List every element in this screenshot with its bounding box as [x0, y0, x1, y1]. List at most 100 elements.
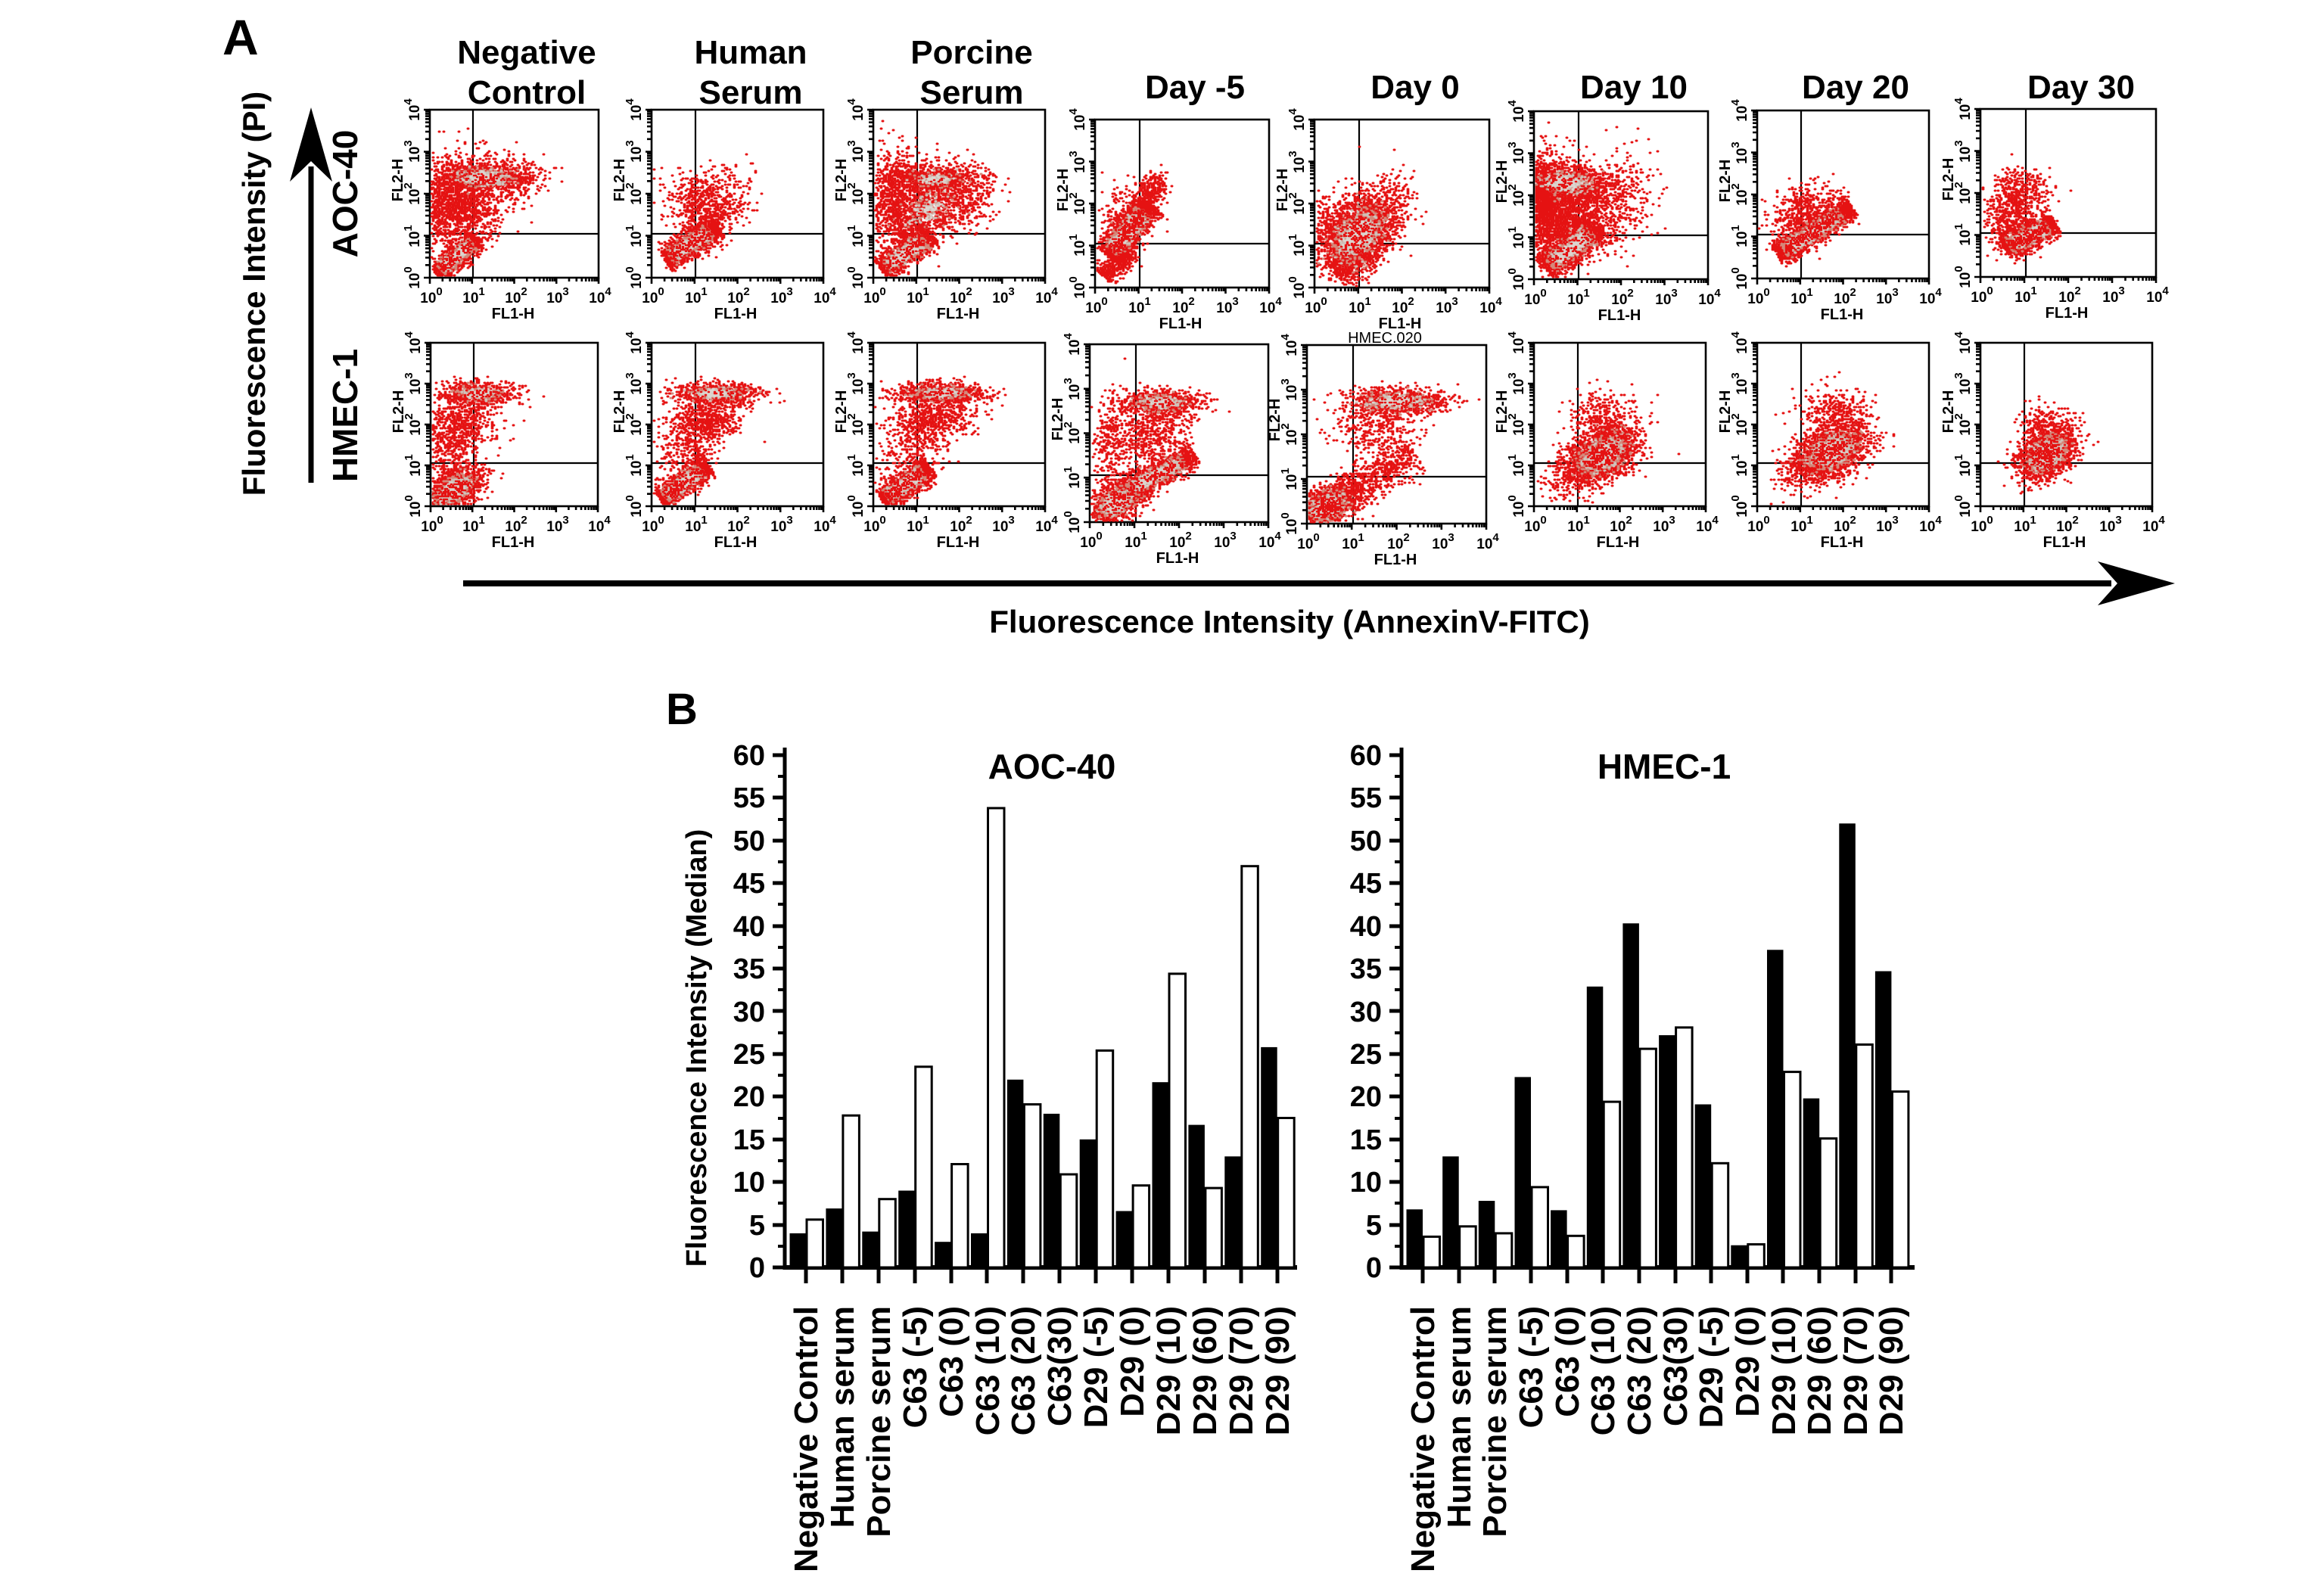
svg-text:D29 (0): D29 (0) — [1729, 1306, 1766, 1417]
svg-text:FL1-H: FL1-H — [1374, 552, 1417, 568]
svg-text:FL1-H: FL1-H — [1821, 306, 1864, 323]
svg-text:A: A — [222, 9, 259, 65]
svg-text:Porcine: Porcine — [910, 34, 1032, 71]
svg-text:HMEC-1: HMEC-1 — [1598, 747, 1731, 786]
svg-text:Negative Control: Negative Control — [1405, 1306, 1442, 1572]
svg-text:15: 15 — [1350, 1124, 1382, 1156]
svg-text:FL2-H: FL2-H — [611, 159, 628, 202]
svg-text:Day 0: Day 0 — [1370, 69, 1459, 106]
svg-text:FL2-H: FL2-H — [1267, 399, 1283, 442]
svg-text:D29 (60): D29 (60) — [1187, 1306, 1224, 1435]
svg-text:HMEC.020: HMEC.020 — [1348, 330, 1422, 347]
svg-text:FL2-H: FL2-H — [1274, 169, 1291, 212]
svg-text:30: 30 — [1350, 997, 1382, 1028]
svg-text:FL1-H: FL1-H — [492, 534, 535, 551]
svg-text:20: 20 — [1350, 1081, 1382, 1113]
svg-text:C63 (10): C63 (10) — [969, 1306, 1006, 1435]
svg-text:40: 40 — [1350, 911, 1382, 943]
svg-text:D29 (0): D29 (0) — [1114, 1306, 1151, 1417]
svg-text:Serum: Serum — [699, 74, 803, 111]
svg-text:55: 55 — [1350, 782, 1382, 814]
svg-text:FL2-H: FL2-H — [390, 159, 406, 202]
svg-text:25: 25 — [1350, 1039, 1382, 1071]
svg-text:C63 (20): C63 (20) — [1005, 1306, 1042, 1435]
svg-text:D29 (90): D29 (90) — [1873, 1306, 1910, 1435]
svg-text:FL1-H: FL1-H — [1598, 307, 1641, 324]
svg-text:AOC-40: AOC-40 — [325, 130, 365, 258]
svg-text:55: 55 — [733, 782, 765, 814]
svg-text:20: 20 — [733, 1081, 765, 1113]
svg-text:D29 (60): D29 (60) — [1801, 1306, 1838, 1435]
svg-text:FL2-H: FL2-H — [1717, 390, 1734, 434]
svg-text:30: 30 — [733, 997, 765, 1028]
svg-text:FL1-H: FL1-H — [1156, 550, 1199, 567]
svg-text:Fluorescence Intensity (Annexi: Fluorescence Intensity (AnnexinV-FITC) — [989, 604, 1589, 639]
svg-text:FL1-H: FL1-H — [1159, 316, 1202, 332]
svg-text:Day 10: Day 10 — [1580, 69, 1688, 106]
svg-text:FL2-H: FL2-H — [390, 390, 407, 434]
svg-text:45: 45 — [733, 868, 765, 900]
svg-text:D29 (-5): D29 (-5) — [1693, 1306, 1730, 1428]
svg-text:10: 10 — [733, 1167, 765, 1199]
svg-text:FL2-H: FL2-H — [1717, 160, 1734, 203]
svg-text:D29 (90): D29 (90) — [1259, 1306, 1296, 1435]
svg-text:5: 5 — [749, 1210, 765, 1242]
svg-text:D29 (10): D29 (10) — [1150, 1306, 1187, 1435]
svg-text:FL2-H: FL2-H — [1494, 160, 1510, 204]
svg-text:C63(30): C63(30) — [1041, 1306, 1078, 1426]
svg-text:FL2-H: FL2-H — [833, 390, 850, 434]
svg-text:0: 0 — [749, 1252, 765, 1284]
svg-text:Negative: Negative — [457, 34, 596, 71]
svg-text:Negative Control: Negative Control — [788, 1306, 825, 1572]
svg-text:FL2-H: FL2-H — [1940, 158, 1957, 201]
svg-text:C63 (0): C63 (0) — [1549, 1306, 1586, 1417]
svg-text:Porcine serum: Porcine serum — [860, 1306, 898, 1538]
svg-text:Day -5: Day -5 — [1145, 69, 1245, 106]
svg-text:HMEC-1: HMEC-1 — [325, 349, 365, 482]
svg-text:C63 (-5): C63 (-5) — [1513, 1306, 1550, 1428]
svg-text:35: 35 — [1350, 953, 1382, 985]
svg-text:50: 50 — [1350, 826, 1382, 857]
svg-text:Human: Human — [694, 34, 807, 71]
svg-text:5: 5 — [1366, 1210, 1382, 1242]
svg-text:0: 0 — [1366, 1252, 1382, 1284]
svg-text:Human serum: Human serum — [1441, 1306, 1478, 1528]
svg-text:Serum: Serum — [920, 74, 1024, 111]
svg-text:Porcine serum: Porcine serum — [1476, 1306, 1514, 1538]
svg-text:C63 (20): C63 (20) — [1621, 1306, 1658, 1435]
svg-text:Fluorescence Intensity (PI): Fluorescence Intensity (PI) — [236, 92, 272, 496]
svg-text:C63 (10): C63 (10) — [1585, 1306, 1622, 1435]
svg-text:50: 50 — [733, 826, 765, 857]
svg-text:FL2-H: FL2-H — [833, 159, 850, 202]
svg-text:FL1-H: FL1-H — [1379, 316, 1422, 332]
svg-text:D29 (10): D29 (10) — [1766, 1306, 1803, 1435]
svg-text:D29 (-5): D29 (-5) — [1078, 1306, 1115, 1428]
svg-text:FL2-H: FL2-H — [1050, 398, 1066, 441]
svg-text:C63(30): C63(30) — [1657, 1306, 1694, 1426]
svg-text:FL1-H: FL1-H — [492, 306, 535, 322]
svg-text:Fluorescence Intensity (Median: Fluorescence Intensity (Median) — [681, 829, 713, 1267]
svg-text:FL2-H: FL2-H — [1494, 390, 1510, 434]
svg-text:60: 60 — [1350, 740, 1382, 772]
svg-text:FL2-H: FL2-H — [611, 390, 628, 434]
svg-text:D29 (70): D29 (70) — [1223, 1306, 1260, 1435]
svg-text:40: 40 — [733, 911, 765, 943]
svg-text:Day 30: Day 30 — [2027, 69, 2135, 106]
svg-text:FL1-H: FL1-H — [1597, 534, 1640, 551]
svg-text:25: 25 — [733, 1039, 765, 1071]
svg-text:Control: Control — [468, 74, 586, 111]
svg-text:Human serum: Human serum — [824, 1306, 861, 1528]
svg-text:Day 20: Day 20 — [1802, 69, 1909, 106]
svg-text:FL1-H: FL1-H — [1821, 534, 1864, 551]
svg-text:FL1-H: FL1-H — [937, 306, 980, 322]
svg-text:B: B — [666, 685, 698, 734]
svg-text:FL2-H: FL2-H — [1940, 390, 1957, 434]
svg-text:C63 (-5): C63 (-5) — [897, 1306, 934, 1428]
svg-text:15: 15 — [733, 1124, 765, 1156]
svg-text:10: 10 — [1350, 1167, 1382, 1199]
svg-text:FL1-H: FL1-H — [2043, 534, 2086, 551]
svg-text:60: 60 — [733, 740, 765, 772]
svg-text:FL2-H: FL2-H — [1055, 169, 1072, 212]
svg-text:D29 (70): D29 (70) — [1837, 1306, 1874, 1435]
svg-text:FL1-H: FL1-H — [2046, 305, 2089, 322]
